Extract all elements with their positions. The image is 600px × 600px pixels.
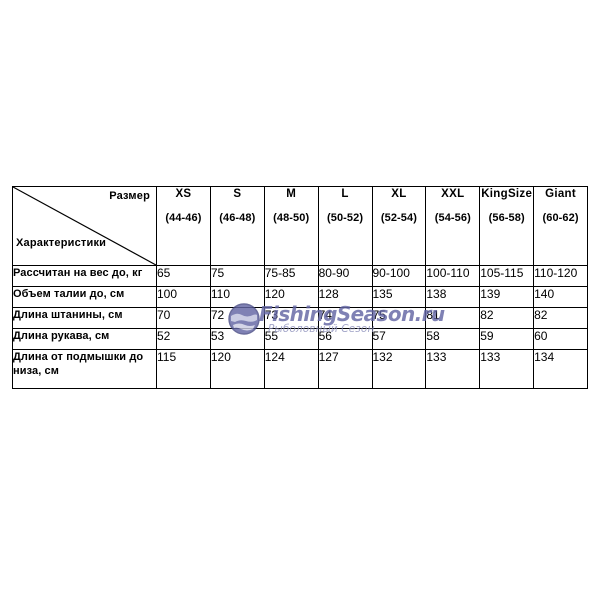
table-cell: 72 <box>209 307 265 329</box>
table-cell: 133 <box>479 349 535 389</box>
table-cell: 138 <box>425 286 481 308</box>
column-header-xs: XS (44-46) <box>156 186 211 266</box>
table-cell: 80-90 <box>317 265 373 287</box>
table-cell: 135 <box>371 286 427 308</box>
size-chart-container: Размер Характеристики XS (44-46) S (46-4… <box>12 186 588 389</box>
table-cell: 134 <box>533 349 588 389</box>
table-row: Длина от подмышки до низа, см 115 120 12… <box>12 349 588 389</box>
column-header-range: (52-54) <box>380 212 418 224</box>
table-cell: 133 <box>425 349 481 389</box>
table-row: Длина рукава, см 52 53 55 56 57 58 59 60 <box>12 328 588 350</box>
table-cell: 110-120 <box>533 265 588 287</box>
column-header-name: XXL <box>441 188 465 200</box>
table-cell: 58 <box>425 328 481 350</box>
table-cell: 52 <box>156 328 211 350</box>
table-cell: 55 <box>263 328 319 350</box>
table-cell: 120 <box>209 349 265 389</box>
corner-characteristic-label: Характеристики <box>16 237 107 249</box>
table-header-row: Размер Характеристики XS (44-46) S (46-4… <box>12 186 588 266</box>
row-label: Объем талии до, см <box>12 286 157 308</box>
table-cell: 56 <box>317 328 373 350</box>
table-cell: 90-100 <box>371 265 427 287</box>
table-cell: 132 <box>371 349 427 389</box>
column-header-range: (56-58) <box>488 212 525 224</box>
table-cell: 81 <box>425 307 481 329</box>
column-header-range: (50-52) <box>326 212 364 224</box>
column-header-l: L (50-52) <box>317 186 373 266</box>
column-header-s: S (46-48) <box>209 186 265 266</box>
table-cell: 120 <box>263 286 319 308</box>
table-cell: 65 <box>156 265 211 287</box>
table-cell: 70 <box>156 307 211 329</box>
table-cell: 75 <box>371 307 427 329</box>
column-header-giant: Giant (60-62) <box>533 186 588 266</box>
corner-size-label: Размер <box>109 190 150 202</box>
column-header-range: (48-50) <box>273 212 310 224</box>
table-cell: 140 <box>533 286 588 308</box>
table-cell: 60 <box>533 328 588 350</box>
table-cell: 73 <box>263 307 319 329</box>
table-cell: 75-85 <box>263 265 319 287</box>
table-row: Рассчитан на вес до, кг 65 75 75-85 80-9… <box>12 265 588 287</box>
column-header-name: Giant <box>545 188 576 200</box>
table-cell: 82 <box>479 307 535 329</box>
table-cell: 139 <box>479 286 535 308</box>
column-header-range: (54-56) <box>434 212 471 224</box>
table-cell: 100 <box>156 286 211 308</box>
table-cell: 53 <box>209 328 265 350</box>
column-header-xxl: XXL (54-56) <box>425 186 481 266</box>
table-cell: 128 <box>317 286 373 308</box>
table-cell: 127 <box>317 349 373 389</box>
column-header-name: XL <box>391 188 407 200</box>
column-header-name: M <box>286 188 297 200</box>
column-header-xl: XL (52-54) <box>371 186 427 266</box>
table-cell: 74 <box>317 307 373 329</box>
corner-header-cell: Размер Характеристики <box>12 186 157 266</box>
column-header-m: M (48-50) <box>263 186 319 266</box>
table-cell: 110 <box>209 286 265 308</box>
row-label: Рассчитан на вес до, кг <box>12 265 157 287</box>
size-chart-table: Размер Характеристики XS (44-46) S (46-4… <box>12 186 588 389</box>
column-header-name: L <box>341 188 349 200</box>
table-cell: 82 <box>533 307 588 329</box>
table-cell: 57 <box>371 328 427 350</box>
table-cell: 100-110 <box>425 265 481 287</box>
table-cell: 115 <box>156 349 211 389</box>
row-label: Длина от подмышки до низа, см <box>12 349 157 389</box>
row-label: Длина рукава, см <box>12 328 157 350</box>
table-cell: 75 <box>209 265 265 287</box>
column-header-range: (44-46) <box>165 212 202 224</box>
table-cell: 124 <box>263 349 319 389</box>
table-row: Объем талии до, см 100 110 120 128 135 1… <box>12 286 588 308</box>
column-header-kingsize: KingSize (56-58) <box>479 186 535 266</box>
column-header-range: (46-48) <box>219 212 256 224</box>
column-header-name: KingSize <box>481 188 533 200</box>
column-header-name: S <box>233 188 242 200</box>
table-cell: 105-115 <box>479 265 535 287</box>
column-header-range: (60-62) <box>542 212 579 224</box>
column-header-name: XS <box>175 188 192 200</box>
table-row: Длина штанины, см 70 72 73 74 75 81 82 8… <box>12 307 588 329</box>
size-chart-body: Размер Характеристики XS (44-46) S (46-4… <box>12 186 588 389</box>
row-label: Длина штанины, см <box>12 307 157 329</box>
table-cell: 59 <box>479 328 535 350</box>
